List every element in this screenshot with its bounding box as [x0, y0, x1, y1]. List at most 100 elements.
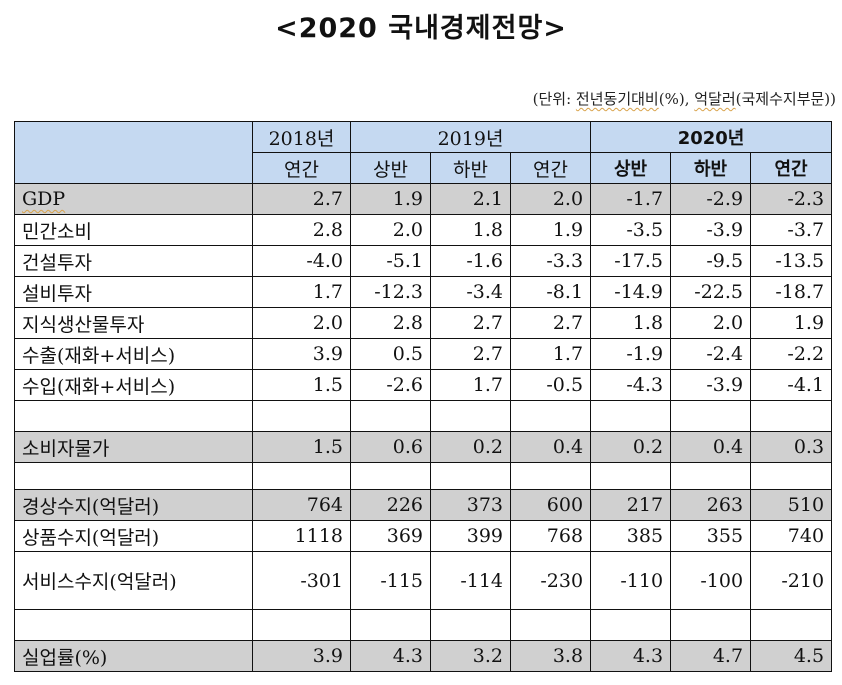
table-row-spacer — [14, 462, 833, 490]
cell: -110 — [590, 551, 672, 610]
cell: 0.2 — [430, 431, 511, 463]
cell: -230 — [509, 551, 592, 610]
cell: 1.7 — [430, 369, 511, 401]
empty-cell — [670, 462, 752, 490]
cell: 0.4 — [670, 431, 752, 463]
table-row-spacer — [14, 400, 833, 432]
cell: 1.8 — [590, 307, 672, 339]
cell: 1.5 — [252, 369, 351, 401]
empty-cell — [750, 462, 833, 490]
row-label: 실업률(%) — [14, 640, 253, 672]
header-2019-h1: 상반 — [350, 152, 431, 184]
header-2019-h2: 하반 — [430, 152, 511, 184]
page-title: <2020 국내경제전망> — [275, 13, 567, 44]
cell: 2.0 — [350, 214, 431, 246]
cell: 2.0 — [509, 183, 592, 215]
header-year-2020: 2020년 — [590, 121, 833, 153]
cell: -3.9 — [670, 369, 752, 401]
row-label: 수출(재화+서비스) — [14, 338, 253, 370]
empty-cell — [590, 609, 672, 641]
cell: -2.6 — [350, 369, 431, 401]
cell: -3.4 — [430, 276, 511, 308]
table-row-facility-investment: 설비투자 1.7 -12.3 -3.4 -8.1 -14.9 -22.5 -18… — [14, 276, 833, 308]
row-label: 경상수지(억달러) — [14, 489, 253, 521]
cell: 1.9 — [750, 307, 833, 339]
cell: 1.5 — [252, 431, 351, 463]
empty-cell — [509, 609, 592, 641]
cell: 3.2 — [430, 640, 511, 672]
empty-cell — [670, 609, 752, 641]
empty-cell — [430, 462, 511, 490]
table-row-private-consumption: 민간소비 2.8 2.0 1.8 1.9 -3.5 -3.9 -3.7 — [14, 214, 833, 246]
cell: 768 — [509, 520, 592, 552]
cell: 740 — [750, 520, 833, 552]
header-2020-h1: 상반 — [590, 152, 672, 184]
cell: -13.5 — [750, 245, 833, 277]
cell: 2.8 — [252, 214, 351, 246]
empty-cell — [252, 400, 351, 432]
cell: -14.9 — [590, 276, 672, 308]
cell: -8.1 — [509, 276, 592, 308]
cell: 355 — [670, 520, 752, 552]
empty-cell — [350, 462, 431, 490]
cell: 2.0 — [252, 307, 351, 339]
cell: -3.9 — [670, 214, 752, 246]
empty-cell — [590, 462, 672, 490]
cell: -4.1 — [750, 369, 833, 401]
cell: -210 — [750, 551, 833, 610]
table-row-construction-investment: 건설투자 -4.0 -5.1 -1.6 -3.3 -17.5 -9.5 -13.… — [14, 245, 833, 277]
table-row-spacer — [14, 609, 833, 641]
empty-cell — [509, 462, 592, 490]
cell: -4.3 — [590, 369, 672, 401]
cell: 3.9 — [252, 640, 351, 672]
cell: -5.1 — [350, 245, 431, 277]
empty-cell — [14, 609, 253, 641]
row-label: 설비투자 — [14, 276, 253, 308]
cell: -4.0 — [252, 245, 351, 277]
cell: 2.0 — [670, 307, 752, 339]
cell: 1.9 — [509, 214, 592, 246]
cell: 4.3 — [350, 640, 431, 672]
cell: 217 — [590, 489, 672, 521]
table-row-services-balance: 서비스수지(억달러) -301 -115 -114 -230 -110 -100… — [14, 551, 833, 610]
empty-cell — [670, 400, 752, 432]
table-row-ip-investment: 지식생산물투자 2.0 2.8 2.7 2.7 1.8 2.0 1.9 — [14, 307, 833, 339]
cell: -2.9 — [670, 183, 752, 215]
empty-cell — [14, 462, 253, 490]
cell: -22.5 — [670, 276, 752, 308]
table-row-unemployment: 실업률(%) 3.9 4.3 3.2 3.8 4.3 4.7 4.5 — [14, 640, 833, 672]
cell: 263 — [670, 489, 752, 521]
cell: 1.8 — [430, 214, 511, 246]
cell: -2.2 — [750, 338, 833, 370]
unit-scope: (국제수지부문)) — [735, 90, 836, 108]
row-label: 민간소비 — [14, 214, 253, 246]
table-row-gdp: GDP 2.7 1.9 2.1 2.0 -1.7 -2.9 -2.3 — [14, 183, 833, 215]
cell: -2.4 — [670, 338, 752, 370]
cell: 1118 — [252, 520, 351, 552]
cell: 0.5 — [350, 338, 431, 370]
cell: 600 — [509, 489, 592, 521]
unit-percent: (%), — [658, 90, 695, 108]
empty-cell — [252, 609, 351, 641]
cell: -3.7 — [750, 214, 833, 246]
empty-cell — [430, 609, 511, 641]
empty-cell — [350, 609, 431, 641]
unit-basis: 전년동기대비 — [575, 90, 659, 108]
cell: 2.8 — [350, 307, 431, 339]
cell: 2.7 — [509, 307, 592, 339]
empty-cell — [14, 400, 253, 432]
header-2019-annual: 연간 — [509, 152, 592, 184]
cell: 385 — [590, 520, 672, 552]
cell: 4.7 — [670, 640, 752, 672]
header-2018-annual: 연간 — [252, 152, 351, 184]
cell: 2.1 — [430, 183, 511, 215]
cell: 1.7 — [252, 276, 351, 308]
header-row-years: 2018년 2019년 2020년 — [14, 121, 833, 184]
empty-cell — [430, 400, 511, 432]
cell: -17.5 — [590, 245, 672, 277]
economic-forecast-table: 2018년 2019년 2020년 연간 상반 하반 연간 상반 하반 연간 G… — [14, 121, 833, 672]
cell: -1.6 — [430, 245, 511, 277]
cell: 2.7 — [252, 183, 351, 215]
empty-cell — [509, 400, 592, 432]
empty-cell — [750, 609, 833, 641]
